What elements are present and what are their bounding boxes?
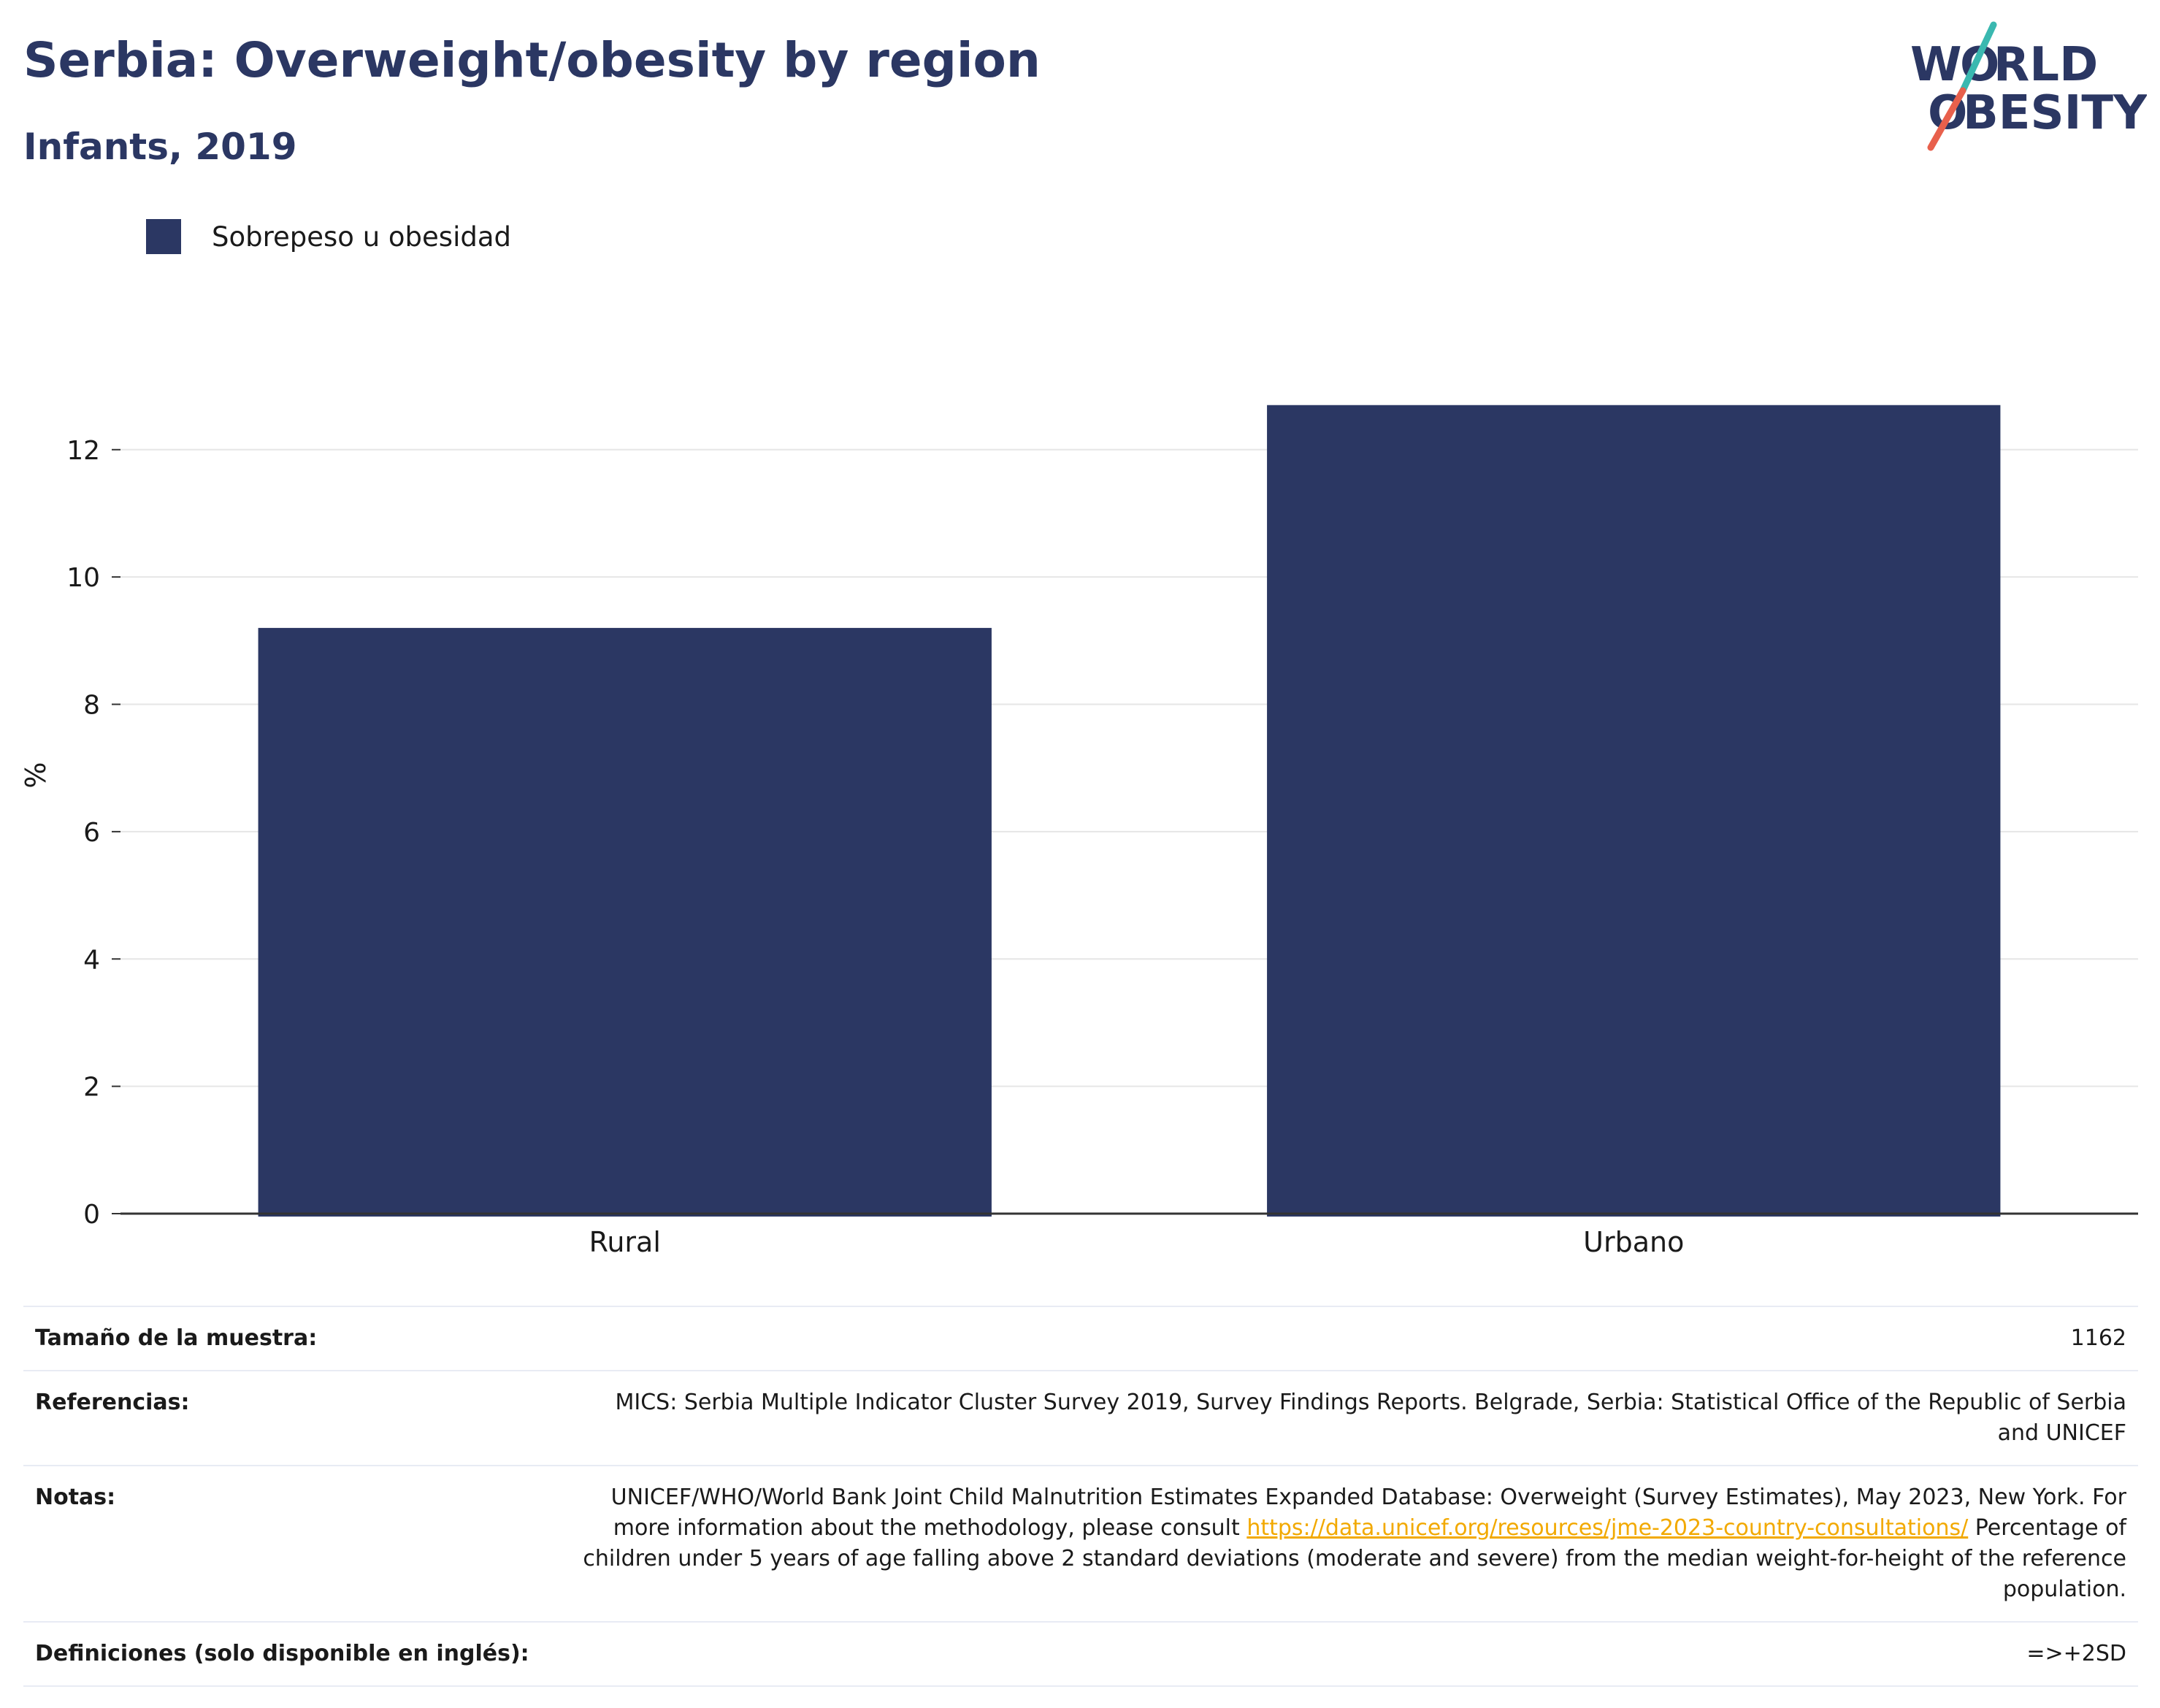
table-row-notes: Notas: UNICEF/WHO/World Bank Joint Child…	[23, 1465, 2138, 1623]
notes-link[interactable]: https://data.unicef.org/resources/jme-20…	[1246, 1515, 1969, 1541]
y-tick-label: 4	[83, 945, 100, 975]
bars	[258, 405, 2001, 1217]
x-category-label: Urbano	[1583, 1226, 1684, 1258]
y-tick-label: 8	[83, 691, 100, 721]
definitions-label: Definiciones (solo disponible en inglés)…	[23, 1621, 558, 1687]
y-tick-label: 10	[66, 563, 100, 593]
world-obesity-logo: W O RLD O BESITY	[1910, 21, 2147, 151]
logo-slash-teal	[1959, 21, 1997, 94]
x-category-label: Rural	[589, 1226, 661, 1258]
legend[interactable]: Sobrepeso u obesidad	[146, 218, 511, 256]
logo-line1-right: RLD	[1994, 38, 2098, 92]
definitions-value: =>+2SD	[558, 1621, 2138, 1687]
notes-text-post: Percentage of children under 5 years of …	[583, 1515, 2126, 1602]
y-tick-label: 12	[66, 436, 100, 466]
chart-subtitle: Infants, 2019	[23, 126, 297, 168]
bar-urbano[interactable]	[1267, 405, 2001, 1217]
notes-text-pre: UNICEF/WHO/World Bank Joint Child Malnut…	[610, 1485, 2126, 1541]
table-row-definitions: Definiciones (solo disponible en inglés)…	[23, 1621, 2138, 1687]
y-axis-ticks: 0 2 4 6 8 10 12	[66, 436, 120, 1230]
table-row-references: Referencias: MICS: Serbia Multiple Indic…	[23, 1370, 2138, 1466]
table-row-sample-size: Tamaño de la muestra: 1162	[23, 1306, 2138, 1371]
x-axis-categories: Rural Urbano	[589, 1226, 1685, 1258]
references-label: Referencias:	[23, 1370, 558, 1466]
legend-swatch	[146, 219, 181, 254]
y-tick-label: 0	[83, 1200, 100, 1230]
notes-value: UNICEF/WHO/World Bank Joint Child Malnut…	[558, 1465, 2138, 1623]
bar-chart: 0 2 4 6 8 10 12 Rural Urbano %	[20, 405, 2138, 1258]
sample-size-label: Tamaño de la muestra:	[23, 1306, 558, 1371]
sample-size-value: 1162	[558, 1306, 2138, 1371]
logo-slash-coral	[1927, 87, 1966, 151]
y-axis-label: %	[20, 762, 52, 788]
logo-line2-right: BESITY	[1963, 86, 2147, 140]
references-value: MICS: Serbia Multiple Indicator Cluster …	[558, 1370, 2138, 1466]
legend-label: Sobrepeso u obesidad	[212, 221, 511, 253]
y-tick-label: 6	[83, 818, 100, 848]
info-table: Tamaño de la muestra: 1162 Referencias: …	[23, 1306, 2138, 1687]
bar-rural[interactable]	[258, 627, 992, 1217]
y-tick-label: 2	[83, 1073, 100, 1103]
notes-label: Notas:	[23, 1465, 558, 1623]
chart-title: Serbia: Overweight/obesity by region	[23, 32, 1041, 88]
logo-line1-left: W	[1910, 38, 1962, 92]
